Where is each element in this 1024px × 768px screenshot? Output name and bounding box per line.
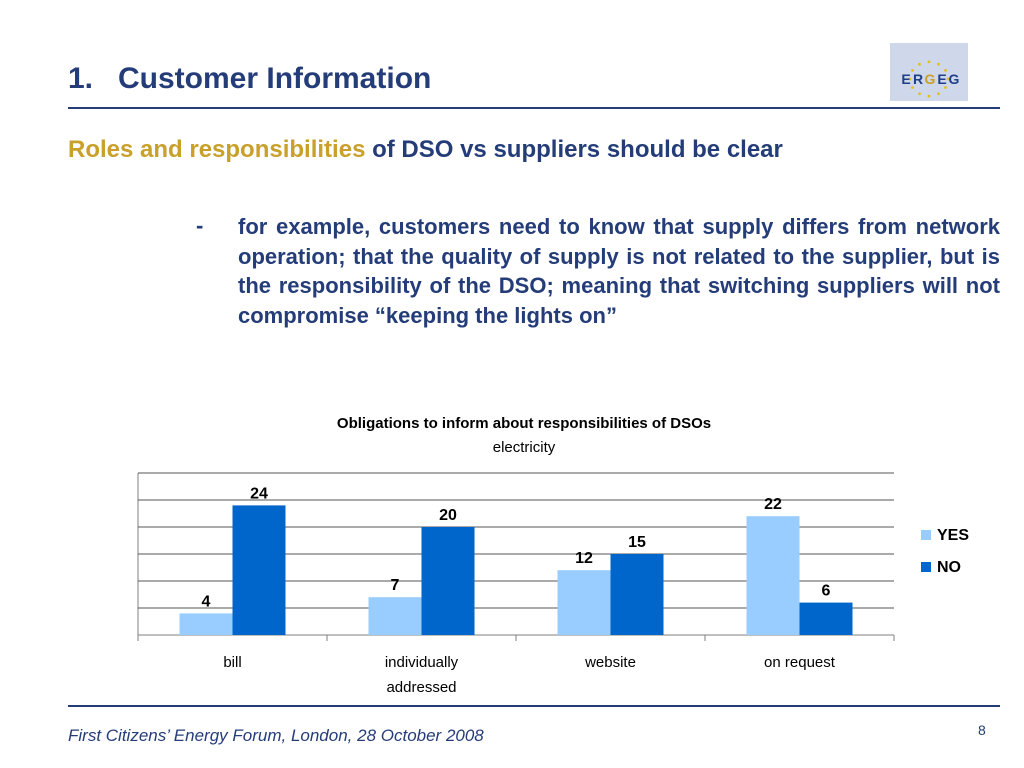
title-text: Customer Information (118, 62, 432, 95)
logo-letter: G (949, 71, 960, 87)
logo-star (911, 69, 914, 72)
bullet-marker: - (196, 213, 204, 238)
data-label: 20 (439, 507, 457, 524)
logo-star (946, 77, 950, 81)
logo-letter: E (901, 71, 910, 87)
data-label: 15 (628, 534, 646, 551)
x-tick-label: individually (385, 654, 459, 671)
subtitle-rest: of DSO vs suppliers should be clear (365, 136, 783, 163)
legend-label: YES (937, 527, 969, 544)
bar-yes (179, 613, 233, 635)
data-label: 24 (250, 485, 268, 502)
logo-star (908, 77, 912, 81)
x-tick-label: bill (223, 654, 241, 671)
bar-yes (368, 597, 422, 635)
subtitle-highlight: Roles and responsibilities (68, 136, 366, 163)
title-number: 1. (68, 62, 94, 95)
chart-subtitle: electricity (493, 439, 556, 456)
logo-star (937, 62, 940, 66)
logo-star (918, 92, 921, 96)
bar-no (610, 554, 664, 635)
bar-yes (557, 570, 611, 635)
logo-letter: E (937, 71, 946, 87)
data-label: 6 (822, 583, 831, 600)
bar-no (799, 602, 853, 635)
logo-star (944, 69, 947, 72)
logo-star (944, 86, 947, 89)
data-label: 12 (575, 550, 593, 567)
chart-legend: YES NO (921, 527, 969, 576)
bar-yes (746, 516, 800, 635)
chart-data-labels: 4 24 7 20 12 15 22 6 (202, 485, 831, 610)
logo-star (911, 86, 914, 89)
logo-star (937, 92, 940, 96)
logo-letter: R (913, 71, 923, 87)
logo-star (918, 62, 921, 66)
logo-star (927, 94, 931, 98)
bar-chart: Obligations to inform about responsibili… (137, 415, 969, 696)
bar-no (232, 505, 286, 635)
chart-x-axis: bill individually addressed website on reque… (137, 635, 895, 696)
bar-no (421, 527, 475, 635)
chart-title: Obligations to inform about responsibili… (337, 415, 711, 432)
data-label: 4 (202, 593, 211, 610)
legend-swatch-yes (921, 530, 931, 540)
legend-swatch-no (921, 562, 931, 572)
footer-divider (68, 705, 1000, 707)
footer-text: First Citizens’ Energy Forum, London, 28… (68, 726, 484, 745)
page-number: 8 (978, 722, 986, 738)
logo-star (927, 60, 931, 64)
x-tick-label: addressed (386, 679, 456, 696)
title-divider (68, 107, 1000, 109)
slide-title: 1. Customer Information (68, 62, 431, 96)
data-label: 22 (764, 496, 782, 513)
legend-label: NO (937, 559, 961, 576)
data-label: 7 (391, 577, 400, 594)
logo-letter: G (925, 71, 936, 87)
x-tick-label: on request (764, 654, 836, 671)
slide-subtitle: Roles and responsibilities of DSO vs sup… (68, 136, 783, 164)
bullet-text: for example, customers need to know that… (238, 214, 1000, 328)
chart-bars (179, 505, 853, 635)
x-tick-label: website (584, 654, 636, 671)
